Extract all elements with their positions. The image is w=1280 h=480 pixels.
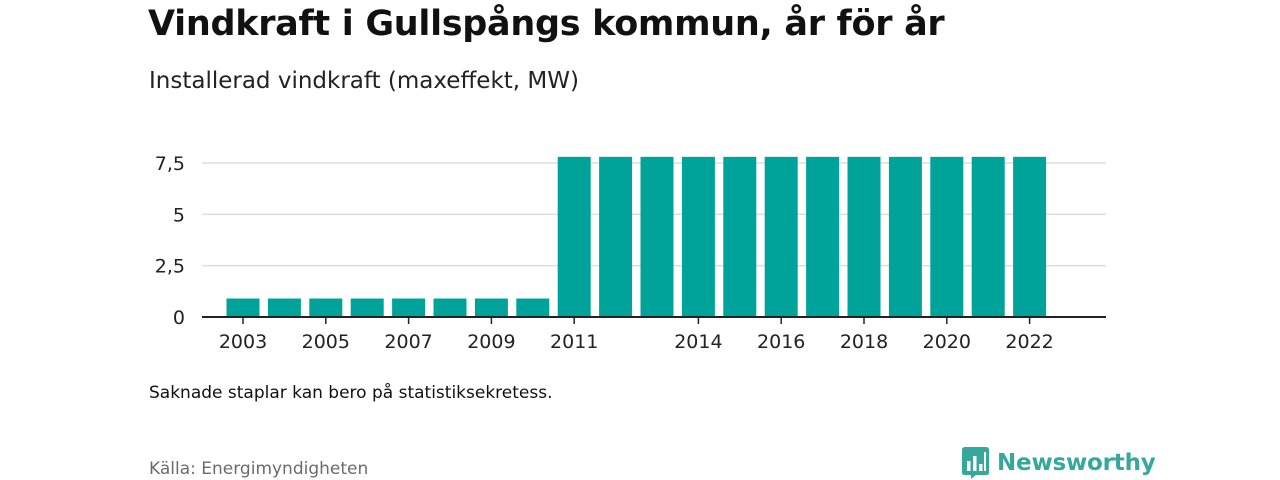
x-tick-label: 2018: [840, 331, 888, 353]
brand-name: Newsworthy: [997, 450, 1156, 476]
bar-2016: [764, 156, 798, 317]
bar-2019: [888, 156, 922, 317]
footnote: Saknade staplar kan bero på statistiksek…: [149, 383, 553, 403]
bar-2008: [433, 298, 467, 317]
x-tick-label: 2003: [219, 331, 267, 353]
x-tick-label: 2014: [674, 331, 722, 353]
bar-2009: [474, 298, 508, 317]
bar-2013: [640, 156, 674, 317]
brand-logo: Newsworthy: [962, 447, 1156, 479]
bar-2007: [392, 298, 426, 317]
y-tick-label: 0: [173, 307, 185, 329]
chart-title: Vindkraft i Gullspångs kommun, år för år: [148, 4, 945, 44]
bars: [226, 156, 1047, 317]
source-note: Källa: Energimyndigheten: [149, 459, 369, 479]
x-tick-label: 2007: [384, 331, 432, 353]
bar-2014: [681, 156, 715, 317]
bar-2010: [516, 298, 550, 317]
chart-subtitle: Installerad vindkraft (maxeffekt, MW): [149, 68, 579, 94]
bar-2004: [267, 298, 301, 317]
bar-chart: 0 2,5 5 7,5 2003 2005 2007 2009 2011 2014 2016 2018…: [155, 153, 1106, 353]
bar-2015: [723, 156, 757, 317]
x-tick-label: 2005: [302, 331, 350, 353]
x-tick-label: 2016: [757, 331, 805, 353]
bar-2020: [930, 156, 964, 317]
bar-2005: [309, 298, 343, 317]
axes: 0 2,5 5 7,5 2003 2005 2007 2009 2011 2014 2016 2018…: [155, 153, 1106, 353]
bar-2021: [971, 156, 1005, 317]
bar-2012: [599, 156, 633, 317]
x-tick-label: 2011: [550, 331, 598, 353]
x-tick-label: 2020: [923, 331, 971, 353]
bar-2018: [847, 156, 881, 317]
y-tick-label: 5: [173, 204, 185, 226]
bar-2006: [350, 298, 384, 317]
bar-2022: [1013, 156, 1047, 317]
bar-2003: [226, 298, 260, 317]
x-tick-label: 2009: [467, 331, 515, 353]
newsworthy-logo-icon: [962, 447, 989, 479]
x-tick-label: 2022: [1005, 331, 1053, 353]
y-tick-label: 2,5: [155, 256, 185, 278]
y-tick-label: 7,5: [155, 153, 185, 175]
bar-2017: [806, 156, 840, 317]
bar-2011: [557, 156, 591, 317]
